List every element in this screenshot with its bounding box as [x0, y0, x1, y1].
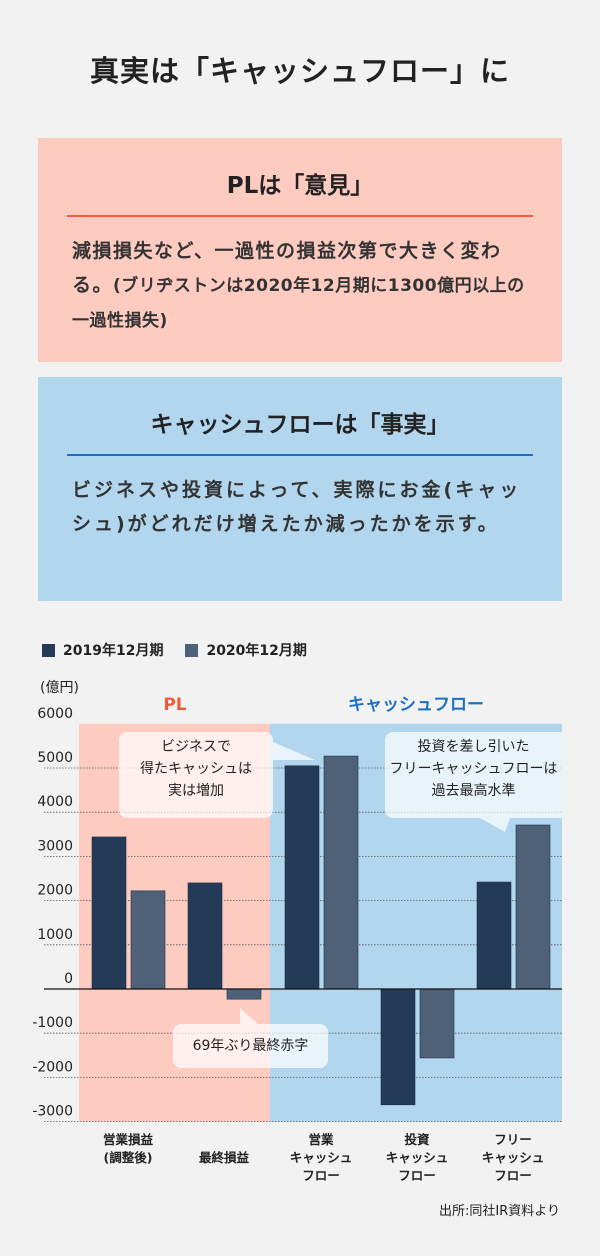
bar-2020年12月期-4 [515, 824, 551, 990]
legend-swatch-2020 [185, 643, 199, 657]
y-tick-label: 5000 [37, 750, 73, 766]
bar-2020年12月期-0 [130, 890, 166, 990]
source-note: 出所:同社IR資料より [439, 1204, 560, 1219]
category-label: 営業損益 (調整後) [102, 1132, 153, 1165]
y-tick-label: -1000 [32, 1015, 73, 1031]
bar-2020年12月期-3 [419, 988, 455, 1059]
cf-card-body: ビジネスや投資によって、実際にお金(キャッシュ)がどれだけ増えたか減ったかを示す… [72, 479, 522, 535]
callout-pointer [240, 1008, 258, 1024]
cf-card: キャッシュフローは「事実」 ビジネスや投資によって、実際にお金(キャッシュ)がど… [38, 377, 562, 601]
chart-legend: 2019年12月期 2020年12月期 [42, 640, 307, 660]
pl-section-label: PL [163, 695, 186, 715]
cf-card-divider [67, 454, 533, 456]
legend-item-2019: 2019年12月期 [42, 640, 163, 660]
legend-item-2020: 2020年12月期 [185, 640, 307, 660]
y-tick-label: 1000 [37, 927, 73, 943]
callout-free-cf: 投資を差し引いた フリーキャッシュフローは 過去最高水準 [385, 732, 562, 818]
category-label: 営業 キャッシュ フロー [289, 1132, 353, 1183]
cf-section-label: キャッシュフロー [348, 695, 484, 715]
pl-card-title: PLは「意見」 [226, 173, 374, 199]
pl-card: PLは「意見」 減損損失など、一過性の損益次第で大きく変わる。(ブリヂストンは2… [38, 138, 562, 362]
y-tick-label: 0 [64, 971, 73, 987]
pl-card-body-main: 減損損失など、一過性の損益次第で大きく変わる。 [72, 240, 502, 296]
category-label: 投資 キャッシュ フロー [385, 1132, 449, 1183]
bar-2019年12月期-3 [380, 988, 416, 1106]
callout-net-loss: 69年ぶり最終赤字 [173, 1024, 328, 1068]
y-tick-label: 2000 [37, 883, 73, 899]
y-tick-label: 3000 [37, 838, 73, 854]
category-label: フリー キャッシュ フロー [481, 1132, 545, 1183]
bar-2019年12月期-1 [187, 882, 223, 990]
y-tick-label: 4000 [37, 794, 73, 810]
callout-pointer [480, 818, 510, 832]
bar-2019年12月期-2 [284, 765, 320, 990]
cf-card-title: キャッシュフローは「事実」 [150, 412, 450, 438]
callout-pointer [273, 742, 315, 760]
bar-2019年12月期-0 [91, 836, 127, 990]
y-axis-unit: (億円) [40, 680, 79, 696]
page-title: 真実は「キャッシュフロー」に [89, 54, 510, 88]
y-tick-label: -2000 [32, 1059, 73, 1075]
pl-card-body: 減損損失など、一過性の損益次第で大きく変わる。(ブリヂストンは2020年12月期… [72, 234, 542, 338]
bar-2019年12月期-4 [476, 881, 512, 990]
legend-label-2020: 2020年12月期 [206, 643, 307, 659]
category-label: 最終損益 [198, 1150, 249, 1165]
y-tick-label: 6000 [37, 706, 73, 722]
pl-card-body-note: (ブリヂストンは2020年12月期に1300億円以上の一過性損失) [72, 276, 525, 331]
bar-2020年12月期-2 [323, 755, 359, 990]
legend-swatch-2019 [42, 643, 55, 657]
bar-2020年12月期-1 [226, 988, 262, 1000]
y-tick-label: -3000 [32, 1104, 73, 1120]
pl-card-divider [67, 215, 533, 217]
callout-operating-cf: ビジネスで 得たキャッシュは 実は増加 [119, 732, 273, 818]
legend-label-2019: 2019年12月期 [63, 643, 164, 659]
